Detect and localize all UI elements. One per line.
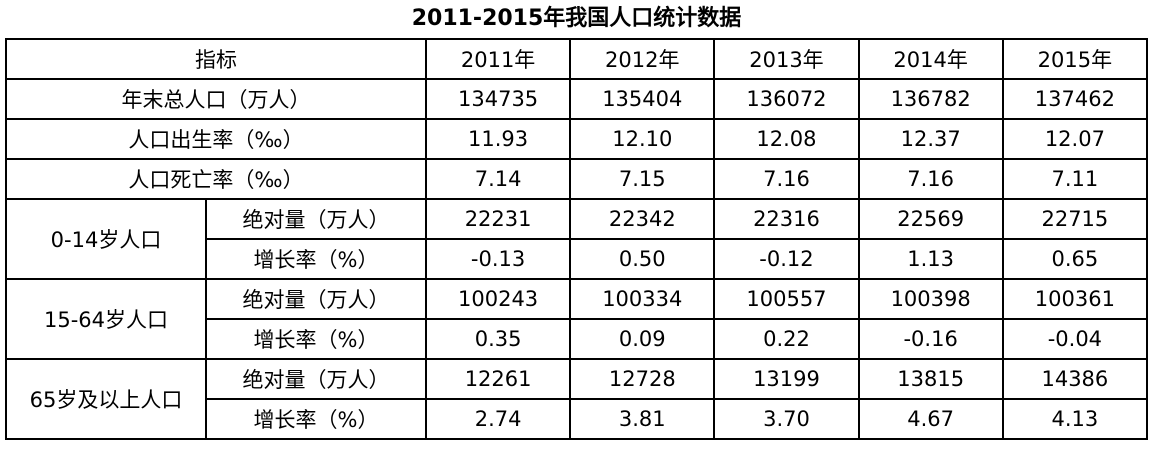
data-table: 指标 2011年 2012年 2013年 2014年 2015年 年末总人口（万人） 1347… [5, 38, 1149, 440]
value-cell: 22316 [713, 198, 860, 240]
value-cell: 100334 [569, 278, 716, 320]
value-cell: 137462 [1001, 78, 1149, 120]
row-label: 增长率（%） [205, 238, 427, 280]
table-row: 65岁及以上人口 绝对量（万人） 12261 12728 13199 13815 14386 [5, 358, 1149, 440]
row-label: 年末总人口（万人） [5, 78, 427, 120]
table-row: 增长率（%） -0.13 0.50 -0.12 1.13 0.65 [6, 238, 1149, 280]
table-row: 增长率（%） 0.35 0.09 0.22 -0.16 -0.04 [6, 318, 1149, 360]
value-cell: 100398 [857, 278, 1004, 320]
group-label: 0-14岁人口 [5, 198, 207, 280]
row-label: 绝对量（万人） [205, 198, 427, 240]
value-cell: 22569 [857, 198, 1004, 240]
value-cell: 12.37 [857, 118, 1004, 160]
table-row: 增长率（%） 2.74 3.81 3.70 4.67 4.13 [6, 398, 1149, 440]
value-cell: 4.13 [1001, 398, 1149, 440]
value-cell: 13199 [713, 358, 860, 400]
row-label: 绝对量（万人） [205, 278, 427, 320]
group-label: 65岁及以上人口 [5, 358, 207, 440]
row-label: 增长率（%） [205, 318, 427, 360]
value-cell: 22715 [1001, 198, 1149, 240]
row-label: 人口死亡率（‰） [5, 158, 427, 200]
value-cell: 0.65 [1001, 238, 1149, 280]
value-cell: 7.14 [424, 158, 572, 200]
value-cell: -0.13 [424, 238, 572, 280]
value-cell: 13815 [857, 358, 1004, 400]
header-cell: 2013年 [713, 38, 860, 80]
table-row: 15-64岁人口 绝对量（万人） 100243 100334 100557 100398 1… [5, 278, 1149, 360]
value-cell: 0.50 [569, 238, 716, 280]
value-cell: 0.22 [713, 318, 860, 360]
row-label: 人口出生率（‰） [5, 118, 427, 160]
table-row: 年末总人口（万人） 134735 135404 136072 136782 137462 [5, 78, 1149, 120]
value-cell: 7.15 [569, 158, 716, 200]
value-cell: 136072 [713, 78, 860, 120]
value-cell: -0.12 [713, 238, 860, 280]
header-cell: 2015年 [1001, 38, 1149, 80]
value-cell: 22342 [569, 198, 716, 240]
header-cell: 2012年 [569, 38, 716, 80]
value-cell: 4.67 [857, 398, 1004, 440]
value-cell: 100361 [1001, 278, 1149, 320]
value-cell: 2.74 [424, 398, 572, 440]
table-row: 人口死亡率（‰） 7.14 7.15 7.16 7.16 7.11 [5, 158, 1149, 200]
table-row: 指标 2011年 2012年 2013年 2014年 2015年 [5, 38, 1149, 80]
table-row: 人口出生率（‰） 11.93 12.10 12.08 12.37 12.07 [5, 118, 1149, 160]
value-cell: 0.09 [569, 318, 716, 360]
value-cell: 12.10 [569, 118, 716, 160]
value-cell: 100243 [424, 278, 572, 320]
value-cell: 7.16 [713, 158, 860, 200]
table-row: 0-14岁人口 绝对量（万人） 22231 22342 22316 22569 22715 [5, 198, 1149, 280]
header-cell: 指标 [5, 38, 427, 80]
value-cell: 12.07 [1001, 118, 1149, 160]
value-cell: 12261 [424, 358, 572, 400]
value-cell: 14386 [1001, 358, 1149, 400]
row-label: 绝对量（万人） [205, 358, 427, 400]
row-label: 增长率（%） [205, 398, 427, 440]
value-cell: 100557 [713, 278, 860, 320]
value-cell: 11.93 [424, 118, 572, 160]
value-cell: 136782 [857, 78, 1004, 120]
value-cell: 22231 [424, 198, 572, 240]
value-cell: 135404 [569, 78, 716, 120]
value-cell: 7.11 [1001, 158, 1149, 200]
title: 2011-2015年我国人口统计数据 [411, 6, 742, 31]
value-cell: -0.04 [1001, 318, 1149, 360]
value-cell: 3.70 [713, 398, 860, 440]
group-label: 15-64岁人口 [5, 278, 207, 360]
value-cell: 12728 [569, 358, 716, 400]
value-cell: 3.81 [569, 398, 716, 440]
value-cell: 134735 [424, 78, 572, 120]
value-cell: 0.35 [424, 318, 572, 360]
header-cell: 2014年 [857, 38, 1004, 80]
value-cell: -0.16 [857, 318, 1004, 360]
value-cell: 1.13 [857, 238, 1004, 280]
value-cell: 7.16 [857, 158, 1004, 200]
header-cell: 2011年 [424, 38, 572, 80]
value-cell: 12.08 [713, 118, 860, 160]
